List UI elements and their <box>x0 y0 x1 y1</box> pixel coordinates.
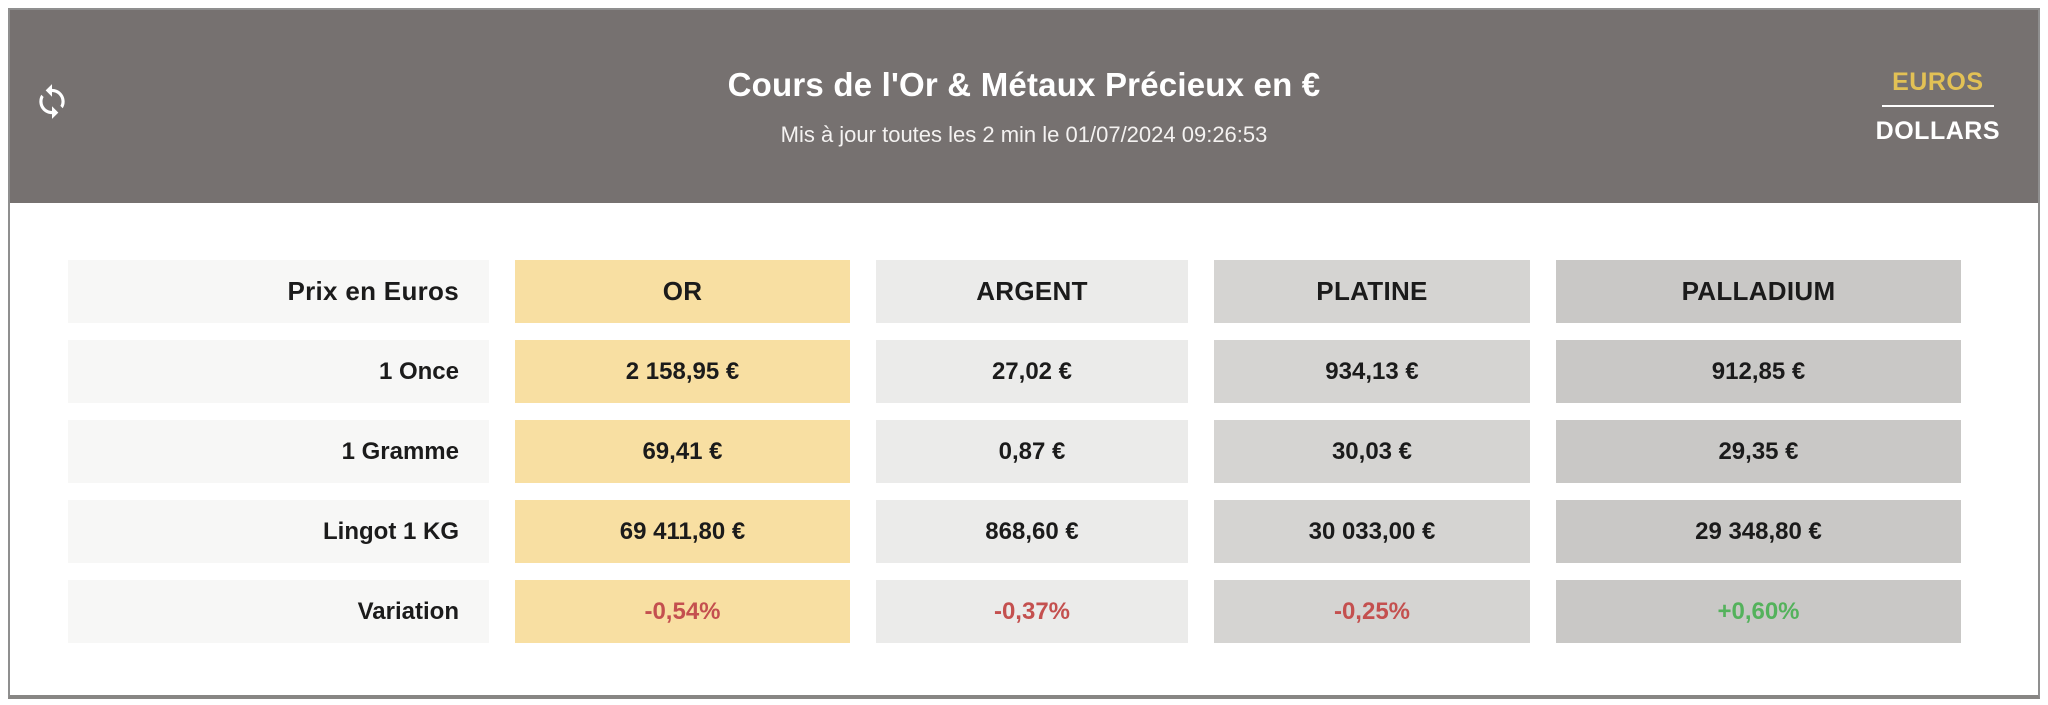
column-header-argent: ARGENT <box>876 260 1188 323</box>
cell-lingot-or: 69 411,80 € <box>515 500 850 563</box>
currency-toggle: EUROS DOLLARS <box>1872 66 2004 148</box>
cell-gramme-palladium: 29,35 € <box>1556 420 1961 483</box>
cell-variation-argent: -0,37% <box>876 580 1188 643</box>
cell-lingot-platine: 30 033,00 € <box>1214 500 1530 563</box>
row-label-gramme: 1 Gramme <box>68 420 489 483</box>
row-label-lingot: Lingot 1 KG <box>68 500 489 563</box>
update-status: Mis à jour toutes les 2 min le 01/07/202… <box>780 121 1268 147</box>
row-label-variation: Variation <box>68 580 489 643</box>
cell-lingot-palladium: 29 348,80 € <box>1556 500 1961 563</box>
column-header-or: OR <box>515 260 850 323</box>
row-label-header: Prix en Euros <box>68 260 489 323</box>
price-table: Prix en Euros OR ARGENT PLATINE PALLADIU… <box>68 260 2038 643</box>
cell-once-or: 2 158,95 € <box>515 340 850 403</box>
row-label-once: 1 Once <box>68 340 489 403</box>
currency-divider <box>1881 104 1994 107</box>
refresh-icon <box>33 82 71 123</box>
cell-variation-palladium: +0,60% <box>1556 580 1961 643</box>
column-header-platine: PLATINE <box>1214 260 1530 323</box>
currency-option-euros[interactable]: EUROS <box>1888 66 1987 99</box>
widget-header: Cours de l'Or & Métaux Précieux en € Mis… <box>10 10 2038 203</box>
cell-variation-platine: -0,25% <box>1214 580 1530 643</box>
metal-prices-widget: Cours de l'Or & Métaux Précieux en € Mis… <box>8 8 2040 699</box>
column-header-palladium: PALLADIUM <box>1556 260 1961 323</box>
refresh-button[interactable] <box>30 81 74 125</box>
currency-option-dollars[interactable]: DOLLARS <box>1872 115 2004 148</box>
cell-lingot-argent: 868,60 € <box>876 500 1188 563</box>
cell-gramme-platine: 30,03 € <box>1214 420 1530 483</box>
cell-once-palladium: 912,85 € <box>1556 340 1961 403</box>
cell-gramme-argent: 0,87 € <box>876 420 1188 483</box>
cell-once-argent: 27,02 € <box>876 340 1188 403</box>
cell-variation-or: -0,54% <box>515 580 850 643</box>
cell-gramme-or: 69,41 € <box>515 420 850 483</box>
table-area: Prix en Euros OR ARGENT PLATINE PALLADIU… <box>10 203 2038 643</box>
cell-once-platine: 934,13 € <box>1214 340 1530 403</box>
page-title: Cours de l'Or & Métaux Précieux en € <box>727 65 1321 103</box>
